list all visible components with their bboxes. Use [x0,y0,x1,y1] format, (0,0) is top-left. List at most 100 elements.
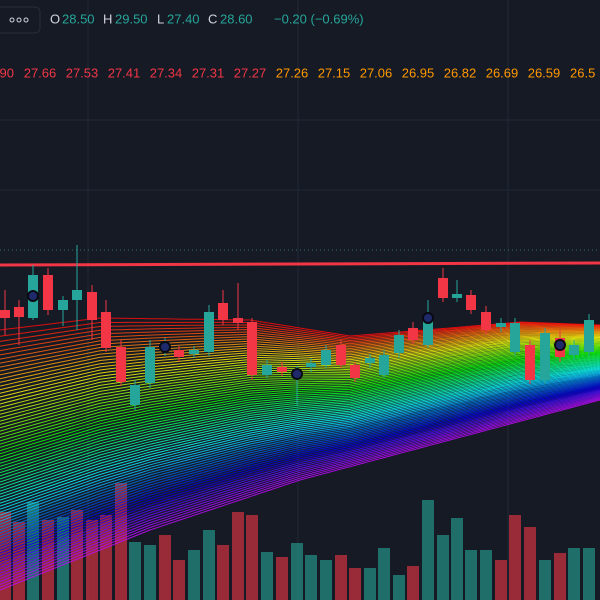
candle-body [510,323,520,352]
candle-body [438,278,448,298]
level-label: 27.31 [192,65,225,80]
candle-body [496,323,506,327]
level-label: 27.15 [318,65,351,80]
ribbon-line [0,365,600,498]
ribbon-line [0,376,600,528]
candle-body [233,318,243,323]
volume-bar [57,517,69,600]
ribbon-line [0,352,600,458]
level-label: 26.95 [402,65,435,80]
ohlc-label: H [103,11,112,26]
ribbon-line [0,349,600,445]
ribbon-line [0,391,600,571]
volume-bar [188,550,200,600]
volume-bar [159,535,171,600]
candle-body [87,292,97,320]
ribbon-line [0,389,600,566]
level-label: 27.34 [150,65,183,80]
candle-body [365,358,375,363]
level-label: 26.59 [528,65,561,80]
ribbon-line [0,359,600,480]
candle-body [525,345,535,380]
ribbon-line [0,380,600,540]
ribbon-line [0,366,600,501]
signal-marker [422,312,434,324]
ribbon-line [0,330,600,372]
ribbon-line [0,352,600,455]
volume-bar [320,560,332,600]
ribbon-line [0,397,600,585]
ribbon-line [0,378,600,534]
ribbon-line [0,355,600,467]
ribbon-line [0,353,600,461]
ohlc-label: L [157,11,164,26]
ribbon-line [0,363,600,492]
ribbon-line [0,336,600,398]
signal-marker [159,341,171,353]
ohlc-value: 28.50 [62,11,95,26]
ohlc-value: 28.60 [220,11,253,26]
candle-body [408,328,418,340]
volume-bar [0,512,11,600]
ribbon-line [0,326,600,356]
ribbon-line [0,340,600,415]
volume-bar [276,557,288,600]
ribbon-line [0,339,600,408]
ribbon-line [0,399,600,591]
ribbon-line [0,385,600,554]
volume-bar [451,518,463,600]
volume-bar [509,515,521,600]
volume-bar [422,500,434,600]
level-labels: 90 27.66 27.53 27.41 27.34 27.31 27.27 27.26 27.… [0,65,595,80]
toolbar-button[interactable] [0,6,41,34]
ribbon-line [0,368,600,507]
candle-body [0,310,10,318]
ribbon-line [0,379,600,537]
volume-bar [495,560,507,600]
ribbon-line [0,395,600,580]
ribbon-line [0,360,600,483]
candle-body [584,320,594,352]
ribbon-line [0,347,600,439]
candle-body [189,350,199,354]
ribbon-line [0,371,600,516]
ribbon-line [0,335,600,394]
level-label: 27.53 [66,65,99,80]
ribbon-line [0,328,600,364]
level-label: 27.41 [108,65,141,80]
ribbon-line [0,333,600,383]
candle-body [540,333,550,380]
volume-bar [437,535,449,600]
volume-bar [71,510,83,600]
level-label: 26.5 [570,65,595,80]
volume-bar [305,555,317,600]
ribbon-line [0,386,600,557]
ribbon-line [0,356,600,471]
resistance-line [0,261,600,267]
ribbon-line [0,381,600,543]
ribbon-line [0,362,600,489]
ribbon-line [0,367,600,504]
ribbon-line [0,346,600,435]
volume-bar [393,575,405,600]
volume-bar [364,568,376,600]
ribbon-line [0,369,600,510]
ribbon-line [0,384,600,551]
ribbon-line [0,357,600,474]
ribbon-line [0,325,600,352]
candle-body [43,275,53,310]
ribbon-line [0,351,600,452]
candle-body [379,355,389,375]
level-label: 90 [0,65,14,80]
ohlc-legend: O 28.50 H 29.50 L 27.40 C 28.60 [50,11,253,26]
ribbon-line [0,329,600,368]
ribbon-line [0,383,600,548]
ribbon-line [0,327,600,360]
ribbon-line [0,382,600,545]
volume-bar [568,548,580,600]
ribbon-line [0,332,600,380]
candle-body [569,345,579,355]
ribbon-line [0,398,600,588]
ribbon-line [0,348,600,442]
